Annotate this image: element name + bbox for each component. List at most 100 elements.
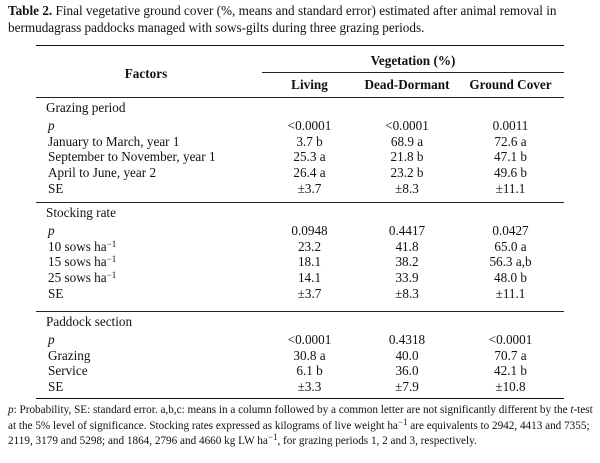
row-label-text: September to November, year 1 — [48, 149, 216, 165]
group-underline — [262, 72, 564, 73]
row-label-text: January to March, year 1 — [48, 133, 180, 149]
table-cell: 38.2 — [395, 254, 419, 270]
table-cell: <0.0001 — [287, 117, 332, 133]
row-label-sup: −1 — [106, 254, 117, 265]
row-label: SE — [48, 181, 63, 197]
row-label-text: p — [48, 331, 55, 347]
row-label-text: SE — [48, 181, 64, 196]
section-title: Paddock section — [46, 314, 133, 329]
table-cell: ±10.8 — [495, 379, 526, 395]
caption-text: Final vegetative ground cover (%, means … — [8, 3, 557, 35]
table-cell: 0.4318 — [388, 331, 426, 347]
bottom-rule — [36, 398, 564, 399]
table-cell: 0.0011 — [492, 117, 529, 133]
table-cell: 0.4417 — [388, 222, 426, 238]
section-title: Stocking rate — [46, 205, 116, 220]
row-label-text: p — [48, 117, 55, 133]
table-cell: 30.8 a — [293, 347, 326, 363]
top-rule — [36, 45, 564, 46]
table-cell: 36.0 — [395, 363, 419, 379]
row-label: September to November, year 1 — [48, 149, 216, 165]
table-cell: 49.6 b — [494, 165, 527, 181]
footnote-sup-1: −1 — [397, 416, 408, 427]
table-cell: 41.8 — [395, 238, 419, 254]
row-label-text: p — [48, 222, 55, 238]
table-cell: 0.0427 — [492, 222, 529, 238]
row-label-text: SE — [48, 286, 64, 301]
table-cell: 23.2 — [297, 238, 322, 254]
row-label: SE — [48, 286, 63, 302]
table-cell: 48.0 b — [494, 270, 527, 286]
table-cell: 42.1 b — [494, 363, 527, 379]
table-cell: ±7.9 — [395, 379, 419, 395]
caption-label: Table 2. — [8, 3, 53, 18]
footnote-t: t — [570, 404, 574, 416]
table-cell: 0.0948 — [291, 222, 328, 238]
factors-header: Factors — [124, 66, 168, 81]
table-cell: <0.0001 — [287, 331, 332, 347]
row-label: 15 sows ha−1 — [48, 254, 116, 270]
table-cell: 3.7 b — [296, 133, 323, 149]
table-footnote: p: Probability, SE: standard error. a,b,… — [8, 403, 594, 450]
table-cell: 26.4 a — [293, 165, 326, 181]
row-label: Service — [48, 363, 88, 379]
table-cell: ±3.7 — [297, 286, 322, 301]
table-cell: ±3.3 — [297, 379, 322, 395]
footnote-text-2: -test at the 5% level of significance. S… — [8, 404, 593, 432]
row-label-text: 25 sows ha — [48, 270, 107, 286]
table-cell: 68.9 a — [390, 133, 424, 149]
section-rule — [36, 202, 564, 203]
table-cell: 14.1 — [297, 270, 322, 286]
table-cell: 33.9 — [395, 270, 419, 286]
row-label: Grazing — [48, 348, 90, 364]
table-cell: 6.1 b — [296, 363, 323, 379]
col-living-header: Living — [291, 77, 328, 92]
table-cell: 40.0 — [395, 347, 419, 363]
row-label-text: 10 sows ha — [48, 238, 107, 254]
table-cell: ±11.1 — [495, 181, 526, 196]
header-rule — [36, 97, 564, 98]
row-label-text: Service — [48, 363, 88, 379]
footnote-text-3: are equivalents to 2942, 4413 and 7355; … — [8, 419, 590, 448]
row-label: 10 sows ha−1 — [48, 239, 116, 255]
col-ground-cover-header: Ground Cover — [469, 77, 552, 92]
table-cell: 25.3 a — [293, 149, 326, 165]
table-cell: 70.7 a — [494, 347, 527, 363]
row-label-text: Grazing — [48, 347, 91, 363]
footnote-p: p — [8, 404, 14, 416]
row-label-sup: −1 — [106, 270, 117, 281]
table-cell: ±8.3 — [395, 181, 419, 196]
table-cell: ±11.1 — [495, 286, 526, 301]
row-label: 25 sows ha−1 — [48, 270, 116, 286]
table-cell: 56.3 a,b — [489, 254, 532, 270]
table-cell: <0.0001 — [385, 117, 429, 133]
table-cell: <0.0001 — [488, 331, 533, 347]
footnote-text-4: , for grazing periods 1, 2 and 3, respec… — [277, 435, 477, 447]
vegetation-group-header: Vegetation (%) — [370, 53, 456, 68]
row-label: p — [48, 223, 55, 239]
row-label-text: 15 sows ha — [48, 254, 107, 270]
table-cell: 65.0 a — [494, 238, 527, 254]
col-dead-dormant-header: Dead-Dormant — [364, 77, 450, 92]
table-cell: ±3.7 — [297, 181, 322, 196]
table-cell: 72.6 a — [494, 133, 527, 149]
footnote-sup-2: −1 — [267, 432, 278, 442]
footnote-text-1: : Probability, SE: standard error. a,b,c… — [13, 404, 571, 416]
table-cell: 23.2 b — [390, 165, 424, 181]
row-label-text: SE — [48, 379, 64, 395]
row-label-text: April to June, year 2 — [48, 165, 157, 181]
row-label: p — [48, 332, 55, 348]
table-caption: Table 2. Final vegetative ground cover (… — [8, 2, 594, 36]
table-cell: 21.8 b — [390, 149, 424, 165]
row-label-sup: −1 — [106, 238, 117, 249]
row-label: SE — [48, 379, 63, 395]
row-label: April to June, year 2 — [48, 165, 156, 181]
row-label: p — [48, 118, 55, 134]
section-title: Grazing period — [46, 100, 126, 115]
row-label: January to March, year 1 — [48, 134, 179, 150]
table-cell: 47.1 b — [494, 149, 527, 165]
table-cell: ±8.3 — [395, 286, 419, 301]
section-rule — [36, 311, 564, 312]
table-cell: 18.1 — [297, 254, 322, 270]
